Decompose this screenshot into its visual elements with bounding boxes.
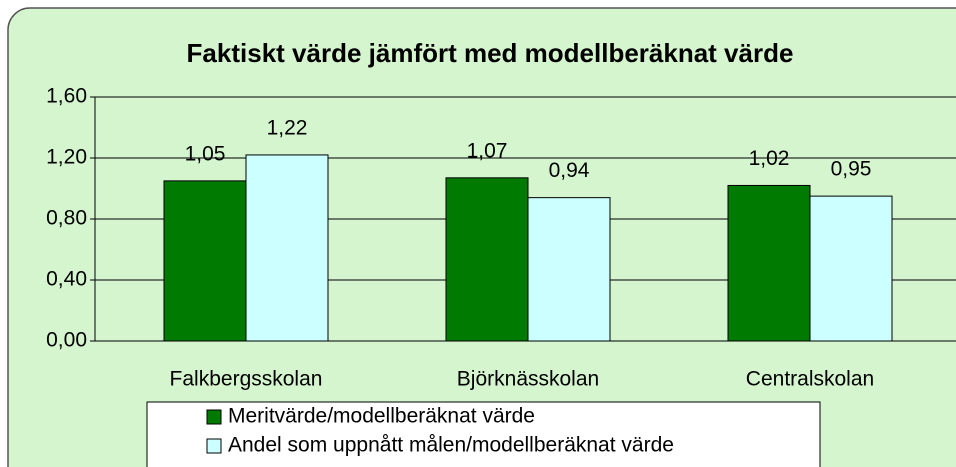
legend (146, 401, 821, 467)
legend-swatch (206, 409, 222, 425)
bar (245, 154, 329, 342)
data-label: 1,02 (749, 147, 790, 170)
data-label: 1,07 (467, 139, 508, 162)
data-label: 1,05 (185, 142, 226, 165)
y-tick-label: 0,80 (46, 207, 87, 230)
data-label: 0,95 (831, 158, 872, 181)
data-label: 0,94 (549, 159, 590, 182)
legend-swatch (206, 438, 222, 454)
legend-label: Meritvärde/modellberäknat värde (228, 405, 535, 428)
y-tick-label: 0,40 (46, 268, 87, 291)
data-label: 1,22 (267, 116, 308, 139)
bar (809, 195, 893, 342)
chart-title: Faktiskt värde jämfört med modellberäkna… (187, 38, 794, 68)
bar (727, 184, 811, 342)
y-tick-label: 1,20 (46, 146, 87, 169)
bar (527, 197, 611, 342)
bar (445, 177, 529, 342)
x-tick-label: Falkbergsskolan (170, 368, 323, 391)
y-tick-label: 1,60 (46, 85, 87, 108)
y-tick-label: 0,00 (46, 329, 87, 352)
x-tick-label: Björknässkolan (457, 368, 599, 391)
bar (163, 180, 247, 342)
legend-label: Andel som uppnått målen/modellberäknat v… (228, 434, 674, 457)
x-tick-label: Centralskolan (746, 368, 874, 391)
